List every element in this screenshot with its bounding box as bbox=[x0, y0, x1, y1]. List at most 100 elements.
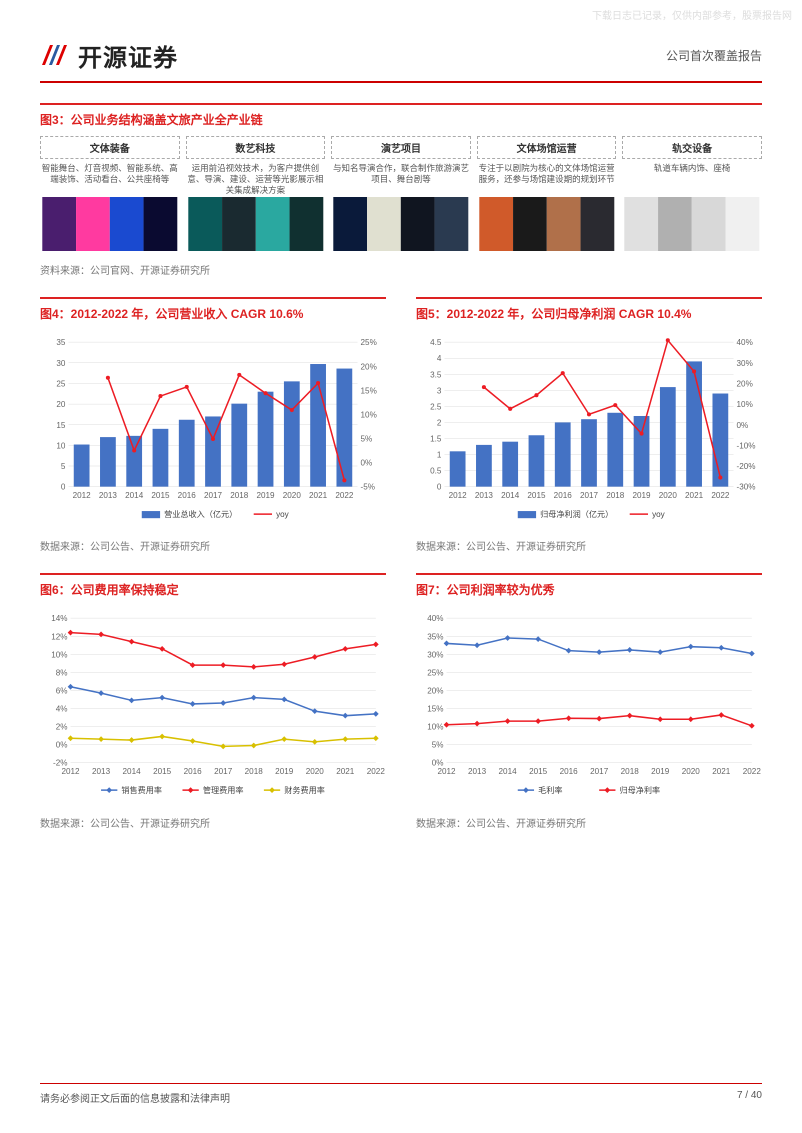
svg-text:30: 30 bbox=[56, 359, 66, 368]
svg-text:2014: 2014 bbox=[123, 767, 142, 776]
svg-text:2021: 2021 bbox=[309, 491, 328, 500]
svg-text:12%: 12% bbox=[51, 633, 67, 642]
biz-card-image bbox=[622, 197, 762, 251]
svg-text:2018: 2018 bbox=[606, 491, 625, 500]
svg-text:6%: 6% bbox=[56, 687, 68, 696]
svg-text:2017: 2017 bbox=[204, 491, 223, 500]
svg-text:10%: 10% bbox=[737, 400, 753, 409]
svg-text:2019: 2019 bbox=[633, 491, 652, 500]
svg-text:2016: 2016 bbox=[554, 491, 573, 500]
biz-card-image bbox=[477, 197, 617, 251]
fig3-source: 资料来源：公司官网、开源证券研究所 bbox=[40, 262, 762, 277]
fig4-title: 图4：2012-2022 年，公司营业收入 CAGR 10.6% bbox=[40, 297, 386, 322]
fig5-title: 图5：2012-2022 年，公司归母净利润 CAGR 10.4% bbox=[416, 297, 762, 322]
fig3-cards: 文体装备智能舞台、灯音视频、智能系统、高端装饰、活动看台、公共座椅等数艺科技运用… bbox=[40, 136, 762, 256]
biz-card-head: 轨交设备 bbox=[622, 136, 762, 159]
svg-text:2012: 2012 bbox=[449, 491, 468, 500]
svg-text:0.5: 0.5 bbox=[430, 467, 442, 476]
fig4-source: 数据来源：公司公告、开源证券研究所 bbox=[40, 538, 386, 553]
svg-text:5: 5 bbox=[61, 462, 66, 471]
svg-text:2021: 2021 bbox=[712, 767, 731, 776]
svg-text:财务费用率: 财务费用率 bbox=[284, 786, 325, 796]
svg-text:3.5: 3.5 bbox=[430, 370, 442, 379]
svg-text:-10%: -10% bbox=[737, 441, 756, 450]
svg-text:25: 25 bbox=[56, 379, 66, 388]
svg-text:2022: 2022 bbox=[367, 767, 386, 776]
svg-text:2012: 2012 bbox=[61, 767, 80, 776]
svg-text:4%: 4% bbox=[56, 705, 68, 714]
svg-text:5%: 5% bbox=[361, 435, 373, 444]
svg-text:销售费用率: 销售费用率 bbox=[121, 786, 162, 796]
svg-text:0%: 0% bbox=[56, 741, 68, 750]
svg-text:2015: 2015 bbox=[153, 767, 172, 776]
svg-text:35%: 35% bbox=[427, 633, 443, 642]
svg-text:0: 0 bbox=[437, 483, 442, 492]
svg-text:0: 0 bbox=[61, 483, 66, 492]
svg-text:2017: 2017 bbox=[214, 767, 233, 776]
svg-text:2016: 2016 bbox=[178, 491, 197, 500]
svg-text:管理费用率: 管理费用率 bbox=[203, 786, 244, 796]
svg-text:营业总收入（亿元）: 营业总收入（亿元） bbox=[164, 509, 237, 519]
svg-text:2022: 2022 bbox=[711, 491, 730, 500]
logo-text: 开源证券 bbox=[78, 38, 178, 73]
biz-card-desc: 智能舞台、灯音视频、智能系统、高端装饰、活动看台、公共座椅等 bbox=[40, 163, 180, 197]
page-footer: 请务必参阅正文后面的信息披露和法律声明 7 / 40 bbox=[40, 1083, 762, 1105]
svg-text:2013: 2013 bbox=[99, 491, 118, 500]
svg-text:-5%: -5% bbox=[361, 483, 375, 492]
svg-text:2014: 2014 bbox=[499, 767, 518, 776]
svg-text:yoy: yoy bbox=[276, 510, 290, 519]
fig6-title: 图6：公司费用率保持稳定 bbox=[40, 573, 386, 598]
svg-text:3: 3 bbox=[437, 386, 442, 395]
svg-text:2: 2 bbox=[437, 418, 442, 427]
biz-card-head: 文体场馆运营 bbox=[477, 136, 617, 159]
svg-text:15%: 15% bbox=[361, 386, 377, 395]
footer-disclaimer: 请务必参阅正文后面的信息披露和法律声明 bbox=[40, 1090, 230, 1105]
svg-text:1: 1 bbox=[437, 451, 442, 460]
footer-page-number: 7 / 40 bbox=[737, 1090, 762, 1105]
svg-text:20%: 20% bbox=[427, 687, 443, 696]
biz-card: 演艺项目与知名导演合作，联合制作旅游演艺项目、舞台剧等 bbox=[331, 136, 471, 256]
svg-text:2018: 2018 bbox=[245, 767, 264, 776]
svg-text:2014: 2014 bbox=[501, 491, 520, 500]
biz-card-desc: 专注于以剧院为核心的文体场馆运营服务，还参与场馆建设期的规划环节 bbox=[477, 163, 617, 197]
svg-text:20%: 20% bbox=[361, 362, 377, 371]
svg-text:归母净利率: 归母净利率 bbox=[620, 786, 661, 796]
biz-card: 文体场馆运营专注于以剧院为核心的文体场馆运营服务，还参与场馆建设期的规划环节 bbox=[477, 136, 617, 256]
svg-text:2020: 2020 bbox=[283, 491, 302, 500]
svg-text:10%: 10% bbox=[361, 410, 377, 419]
svg-text:8%: 8% bbox=[56, 669, 68, 678]
svg-text:2012: 2012 bbox=[437, 767, 456, 776]
svg-text:2021: 2021 bbox=[336, 767, 355, 776]
biz-card-image bbox=[331, 197, 471, 251]
svg-text:0%: 0% bbox=[361, 459, 373, 468]
svg-text:2022: 2022 bbox=[335, 491, 354, 500]
svg-text:10%: 10% bbox=[427, 723, 443, 732]
fig3-title: 图3：公司业务结构涵盖文旅产业全产业链 bbox=[40, 103, 762, 128]
svg-text:14%: 14% bbox=[51, 615, 67, 624]
svg-text:1.5: 1.5 bbox=[430, 435, 442, 444]
svg-text:10: 10 bbox=[56, 441, 66, 450]
biz-card-head: 演艺项目 bbox=[331, 136, 471, 159]
svg-text:2016: 2016 bbox=[560, 767, 579, 776]
fig7-chart: 0%5%10%15%20%25%30%35%40%201220132014201… bbox=[416, 606, 762, 808]
svg-text:2017: 2017 bbox=[590, 767, 609, 776]
svg-text:40%: 40% bbox=[427, 615, 443, 624]
svg-text:2018: 2018 bbox=[621, 767, 640, 776]
svg-text:yoy: yoy bbox=[652, 510, 666, 519]
svg-text:15%: 15% bbox=[427, 705, 443, 714]
biz-card-head: 文体装备 bbox=[40, 136, 180, 159]
svg-text:2013: 2013 bbox=[475, 491, 494, 500]
svg-text:30%: 30% bbox=[737, 359, 753, 368]
svg-text:2019: 2019 bbox=[651, 767, 670, 776]
biz-card: 文体装备智能舞台、灯音视频、智能系统、高端装饰、活动看台、公共座椅等 bbox=[40, 136, 180, 256]
svg-text:毛利率: 毛利率 bbox=[538, 786, 562, 796]
svg-text:2015: 2015 bbox=[151, 491, 170, 500]
fig4-chart: 05101520253035-5%0%5%10%15%20%25%2012201… bbox=[40, 330, 386, 532]
svg-text:35: 35 bbox=[56, 338, 66, 347]
svg-text:-20%: -20% bbox=[737, 462, 756, 471]
svg-text:2020: 2020 bbox=[659, 491, 678, 500]
svg-text:2022: 2022 bbox=[743, 767, 762, 776]
svg-text:2013: 2013 bbox=[468, 767, 487, 776]
svg-text:2012: 2012 bbox=[73, 491, 92, 500]
svg-text:2017: 2017 bbox=[580, 491, 599, 500]
